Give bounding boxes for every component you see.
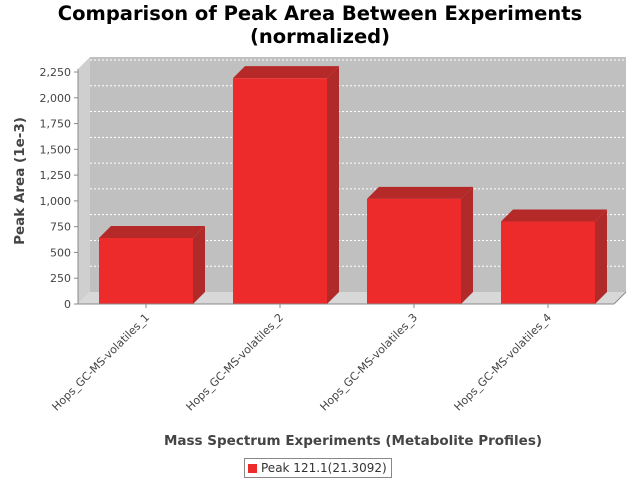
y-axis: 0 250 500 750 1,000 1,250 1,500 1,750 2,000 2,250 [40,66,79,311]
floor-edge [613,291,627,305]
y-tick-label: 2,250 [40,66,72,79]
bar-front [99,238,193,304]
gridlines [90,59,626,267]
y-tick-label: 500 [50,246,71,259]
y-tick-label: 1,250 [40,169,72,182]
chart-title-line-2: (normalized) [249,25,391,48]
bar-side [461,186,473,304]
x-axis-label: Mass Spectrum Experiments (Metabolite Pr… [164,433,542,449]
y-tick-label: 0 [64,298,71,311]
bar-front [501,221,595,304]
x-tick-label: Hops_GC-MS-volatiles_1 [50,311,153,414]
bar [501,209,607,304]
x-axis: Hops_GC-MS-volatiles_1 Hops_GC-MS-volatil… [50,303,614,414]
bar [233,66,339,304]
bar-top [367,186,473,199]
y-tick-label: 750 [50,221,71,234]
x-tick-label: Hops_GC-MS-volatiles_2 [184,311,287,414]
chart-title-line-1: Comparison of Peak Area Between Experime… [57,2,583,25]
legend-label: Peak 121.1(21.3092) [261,461,387,475]
bar-top [501,209,607,222]
y-tick-label: 1,500 [40,143,72,156]
bar-front [233,78,327,304]
bar [367,186,473,304]
bar-side [193,226,205,304]
bar-side [595,209,607,304]
y-tick-label: 250 [50,272,71,285]
bar [99,226,205,304]
y-axis-label: Peak Area (1e-3) [12,117,28,245]
legend: Peak 121.1(21.3092) [244,458,392,478]
x-tick-label: Hops_GC-MS-volatiles_3 [318,311,421,414]
plot-floor [78,292,626,304]
x-tick-label: Hops_GC-MS-volatiles_4 [452,311,555,414]
bar-top [99,226,205,239]
y-tick-label: 1,000 [40,195,72,208]
y-tick-label: 2,000 [40,92,72,105]
bar-front [367,198,461,304]
bar-top [233,66,339,79]
bar-side [327,66,339,304]
plot-left-wall [78,57,90,304]
y-tick-label: 1,750 [40,118,72,131]
legend-swatch [248,463,257,473]
bars [99,66,607,304]
chart-title: Comparison of Peak Area Between Experime… [0,2,640,48]
